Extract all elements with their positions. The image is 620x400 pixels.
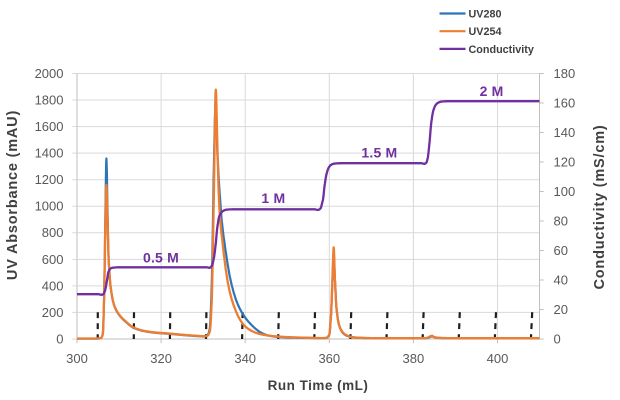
svg-text:60: 60	[554, 243, 568, 258]
svg-text:Run Time (mL): Run Time (mL)	[268, 378, 369, 393]
svg-text:1000: 1000	[35, 199, 64, 214]
svg-text:80: 80	[554, 213, 568, 228]
svg-text:2000: 2000	[35, 66, 64, 81]
svg-text:400: 400	[42, 278, 64, 293]
svg-text:1.5 M: 1.5 M	[361, 145, 397, 161]
svg-text:0: 0	[554, 331, 561, 346]
svg-text:1200: 1200	[35, 172, 64, 187]
svg-text:160: 160	[554, 95, 576, 110]
svg-text:40: 40	[554, 272, 568, 287]
svg-text:300: 300	[66, 351, 88, 366]
svg-text:800: 800	[42, 225, 64, 240]
svg-text:360: 360	[318, 351, 340, 366]
svg-text:UV280: UV280	[469, 9, 502, 21]
svg-text:1600: 1600	[35, 119, 64, 134]
svg-text:1800: 1800	[35, 92, 64, 107]
svg-text:200: 200	[42, 305, 64, 320]
svg-text:Conductivity: Conductivity	[469, 44, 534, 56]
svg-text:0: 0	[56, 331, 63, 346]
svg-text:2 M: 2 M	[480, 83, 504, 99]
svg-text:1400: 1400	[35, 146, 64, 161]
svg-text:0.5 M: 0.5 M	[143, 250, 179, 266]
svg-text:180: 180	[554, 66, 576, 81]
svg-text:UV Absorbance (mAU): UV Absorbance (mAU)	[5, 110, 21, 280]
svg-text:140: 140	[554, 125, 576, 140]
svg-text:380: 380	[403, 351, 425, 366]
svg-text:340: 340	[234, 351, 256, 366]
svg-text:100: 100	[554, 184, 576, 199]
svg-text:320: 320	[150, 351, 172, 366]
svg-text:600: 600	[42, 252, 64, 267]
svg-text:400: 400	[487, 351, 509, 366]
svg-text:UV254: UV254	[469, 26, 502, 38]
svg-text:1 M: 1 M	[261, 190, 285, 206]
svg-text:Conductivity (mS/cm): Conductivity (mS/cm)	[592, 124, 608, 289]
svg-text:120: 120	[554, 154, 576, 169]
svg-text:20: 20	[554, 302, 568, 317]
